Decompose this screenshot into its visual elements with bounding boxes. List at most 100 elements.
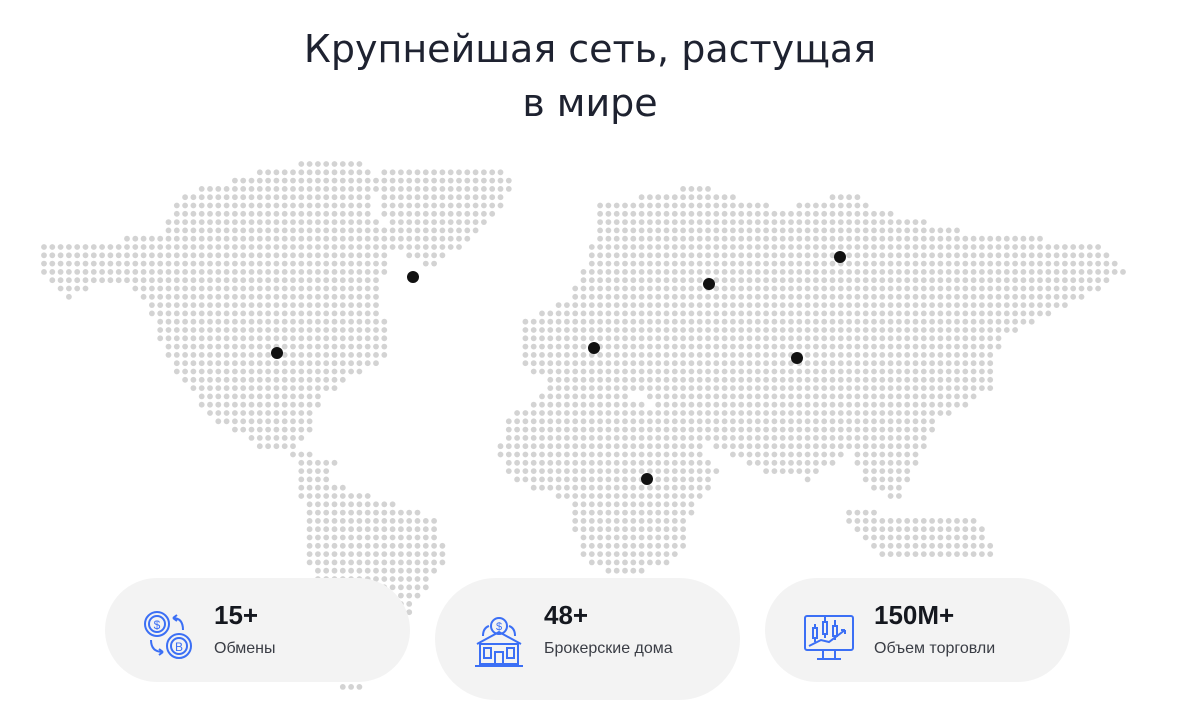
map-dot [688,302,695,308]
map-dot [256,385,263,391]
map-dot [945,376,952,383]
map-dot [182,360,189,367]
map-dot [688,451,695,458]
map-dot [970,302,977,308]
map-dot [680,393,686,400]
map-dot [796,459,803,466]
map-dot [680,227,686,234]
map-dot [564,459,570,466]
map-dot [315,567,321,574]
map-dot [406,551,413,557]
map-dot [696,318,703,325]
map-dot [738,235,745,242]
map-dot [256,177,263,184]
map-dot [970,335,977,342]
map-dot [273,418,280,425]
map-dot [771,451,778,458]
map-dot [779,435,786,441]
map-dot [315,186,321,192]
map-dot [854,509,861,516]
map-dot [945,244,952,250]
map-dot [688,277,695,284]
map-dot [198,360,205,367]
map-dot [1053,302,1060,308]
map-dot [389,567,396,574]
map-dot [356,501,363,508]
map-dot [846,368,852,375]
map-dot [223,360,230,367]
map-dot [862,310,869,317]
map-dot [240,410,247,416]
map-dot [713,327,720,333]
map-dot [306,252,313,259]
map-dot [638,285,645,292]
map-dot [256,244,263,250]
map-dot [431,169,437,176]
map-dot [605,410,612,416]
map-dot [987,293,994,300]
map-dot [920,352,927,358]
map-dot [630,559,637,566]
map-dot [339,484,346,491]
map-dot [597,393,603,400]
map-dot [165,302,172,308]
map-dot [248,235,255,242]
map-dot [431,219,437,226]
map-dot [671,526,678,533]
map-dot [348,352,354,358]
map-dot [622,352,628,358]
map-dot [746,202,753,209]
map-dot [622,368,628,375]
map-dot [273,385,280,391]
map-dot [655,451,662,458]
map-dot [771,293,778,300]
map-dot [588,459,595,466]
map-dot [721,368,728,375]
map-dot [588,526,595,533]
map-dot [223,393,230,400]
map-dot [638,418,645,425]
map-dot [713,269,720,275]
map-dot [920,285,927,292]
map-dot [738,335,745,342]
map-dot [638,235,645,242]
map-dot [539,484,545,491]
map-dot [846,269,852,275]
map-dot [555,352,562,358]
map-dot [223,368,230,375]
map-dot [331,567,338,574]
map-dot [198,293,205,300]
map-dot [920,401,927,408]
map-dot [605,518,612,524]
map-dot [920,435,927,441]
map-dot [647,219,653,226]
map-dot [597,335,603,342]
map-dot [373,352,379,358]
map-dot [896,534,902,541]
map-dot [829,451,836,458]
map-dot [580,393,587,400]
map-dot [1045,310,1052,317]
map-dot [182,202,189,209]
map-dot [862,476,869,483]
map-dot [124,260,130,267]
map-dot [248,401,255,408]
map-dot [862,210,869,217]
map-dot [597,318,603,325]
map-dot [572,468,579,474]
map-dot [173,310,180,317]
map-dot [588,534,595,541]
map-dot [754,318,761,325]
map-dot [754,343,761,350]
map-dot [290,277,296,284]
map-dot [638,551,645,557]
map-dot [945,385,952,391]
map-dot [655,335,662,342]
map-dot [422,177,429,184]
map-dot [41,260,47,267]
map-dot [223,277,230,284]
map-dot [837,194,844,201]
map-dot [829,426,836,433]
map-dot [439,252,446,259]
map-dot [1020,293,1027,300]
